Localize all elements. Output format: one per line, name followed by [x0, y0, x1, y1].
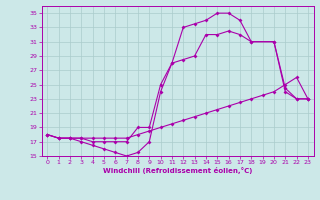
X-axis label: Windchill (Refroidissement éolien,°C): Windchill (Refroidissement éolien,°C)	[103, 167, 252, 174]
